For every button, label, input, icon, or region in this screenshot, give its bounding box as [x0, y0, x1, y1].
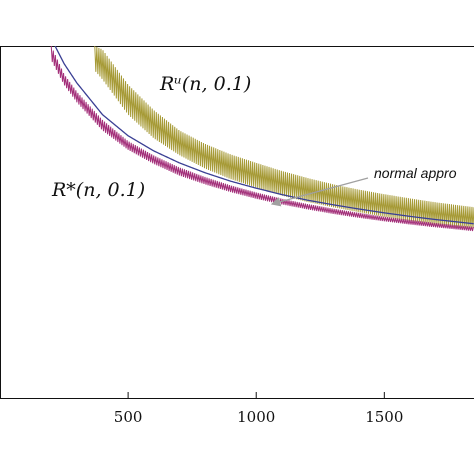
x-tick-labels: 500 1000 1500: [114, 408, 404, 426]
series-layer: [50, 46, 474, 232]
normal-series: [54, 46, 474, 225]
upper-series: [94, 46, 474, 229]
annotation-text: normal appro: [374, 165, 457, 181]
exact-series-label: R*(n, 0.1): [51, 179, 145, 201]
exact-series-path: [50, 46, 474, 232]
x-ticks: [127, 392, 385, 398]
exact-series: [50, 46, 474, 232]
normal-series-path: [54, 46, 474, 225]
annotation-arrow: [270, 177, 369, 207]
x-tick-label-1000: 1000: [237, 408, 275, 426]
upper-series-label: Rᵘ(n, 0.1): [159, 73, 251, 95]
plot-area: [50, 46, 474, 232]
x-tick-label-1500: 1500: [365, 408, 403, 426]
x-tick-label-500: 500: [114, 408, 143, 426]
upper-series-path: [94, 46, 474, 229]
